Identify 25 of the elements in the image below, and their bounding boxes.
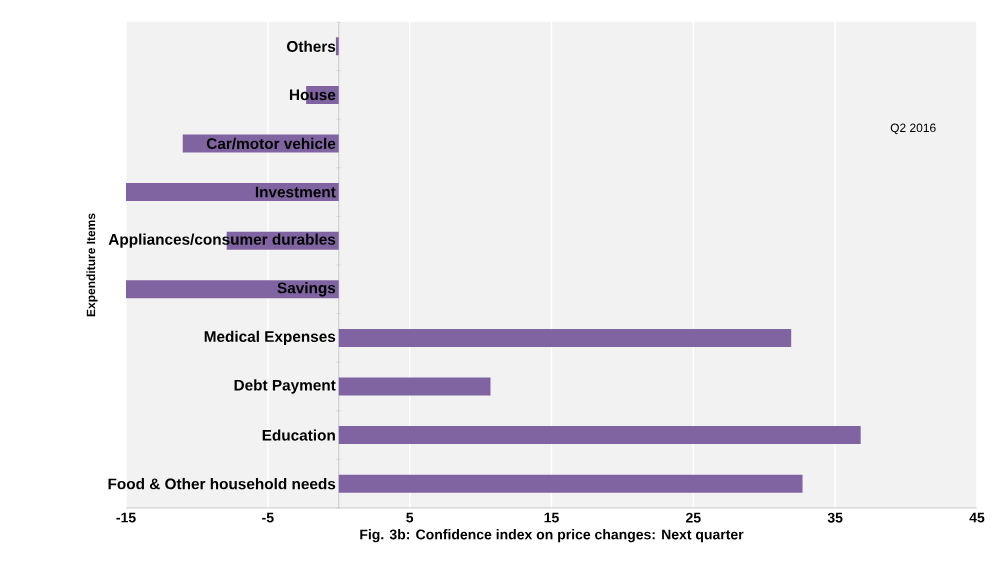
x-tick-label: 15	[544, 512, 559, 523]
x-tick-label: 45	[969, 512, 985, 523]
x-tick-label: 25	[686, 512, 701, 523]
bar	[338, 474, 803, 493]
y-tick-label: Education	[262, 429, 335, 441]
bar	[335, 37, 339, 56]
annotation: Q2 2016	[890, 123, 936, 135]
bar	[126, 280, 339, 299]
y-tick-label: Investment	[255, 186, 336, 198]
x-axis-title: Fig. 3b: Confidence index on price changes: Next quarter	[360, 529, 744, 543]
y-tick-label: Others	[287, 40, 336, 52]
x-tick-label: 5	[406, 512, 414, 523]
x-tick-label: -15	[116, 512, 136, 523]
y-tick-label: Food & Other household needs	[108, 478, 336, 490]
bar	[338, 377, 491, 396]
y-tick-label: Savings	[277, 282, 336, 297]
y-tick-label: Car/motor vehicle	[206, 137, 336, 150]
bar	[126, 183, 339, 202]
y-axis-title: Expenditure Items	[86, 213, 98, 317]
x-tick-label: -5	[262, 512, 274, 523]
y-tick-label: Medical Expenses	[204, 330, 336, 346]
bar	[338, 426, 861, 445]
x-tick-label: 35	[827, 512, 843, 523]
y-tick-label: Debt Payment	[234, 379, 336, 394]
bar	[338, 328, 792, 347]
